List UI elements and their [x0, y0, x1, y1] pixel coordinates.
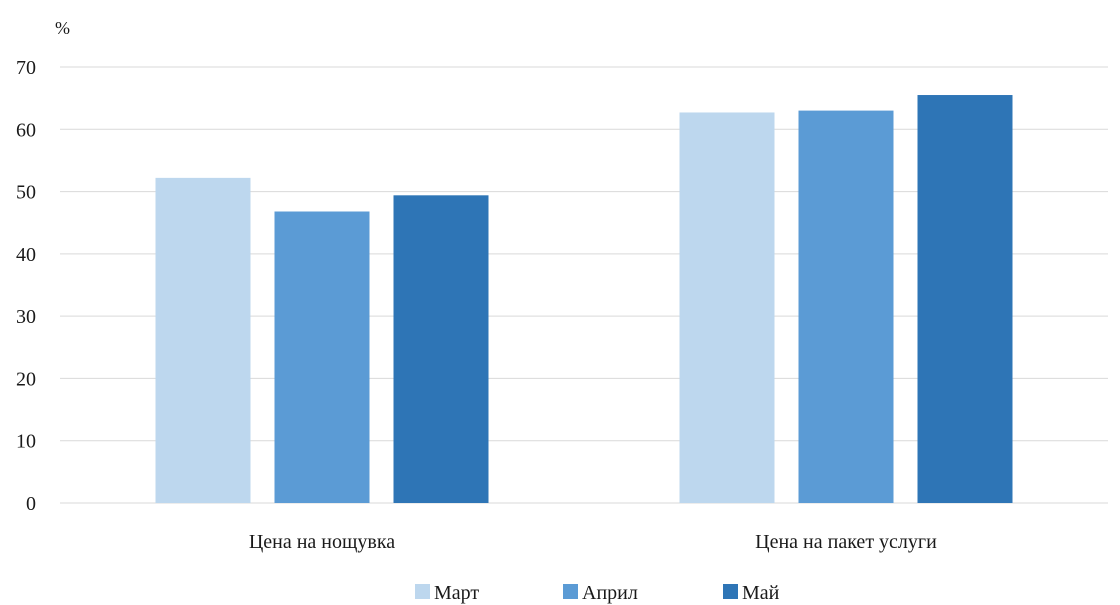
y-tick-label: 10: [16, 431, 36, 453]
legend-label: Април: [582, 582, 638, 604]
category-label: Цена на пакет услуги: [755, 531, 937, 553]
y-tick-label: 50: [16, 182, 36, 204]
legend-swatch: [563, 584, 578, 599]
y-tick-label: 70: [16, 57, 36, 79]
bar: [393, 195, 489, 503]
y-tick-label: 0: [26, 493, 36, 515]
y-tick-label: 40: [16, 244, 36, 266]
bar: [917, 95, 1013, 504]
legend: Март Април Май: [415, 582, 780, 604]
bar: [798, 110, 894, 503]
bar: [679, 112, 775, 504]
y-axis-unit: %: [55, 18, 70, 38]
category-label: Цена на нощувка: [249, 531, 395, 553]
legend-swatch: [723, 584, 738, 599]
y-tick-label: 60: [16, 119, 36, 141]
bars: [155, 95, 1013, 504]
bar: [155, 177, 251, 503]
legend-label: Март: [434, 582, 479, 604]
y-tick-label: 20: [16, 368, 36, 390]
bar: [274, 211, 370, 503]
y-axis-ticks: 0 10 20 30 40 50 60 70: [16, 57, 36, 515]
y-tick-label: 30: [16, 306, 36, 328]
category-labels: Цена на нощувка Цена на пакет услуги: [249, 531, 937, 553]
legend-swatch: [415, 584, 430, 599]
legend-label: Май: [742, 582, 780, 604]
